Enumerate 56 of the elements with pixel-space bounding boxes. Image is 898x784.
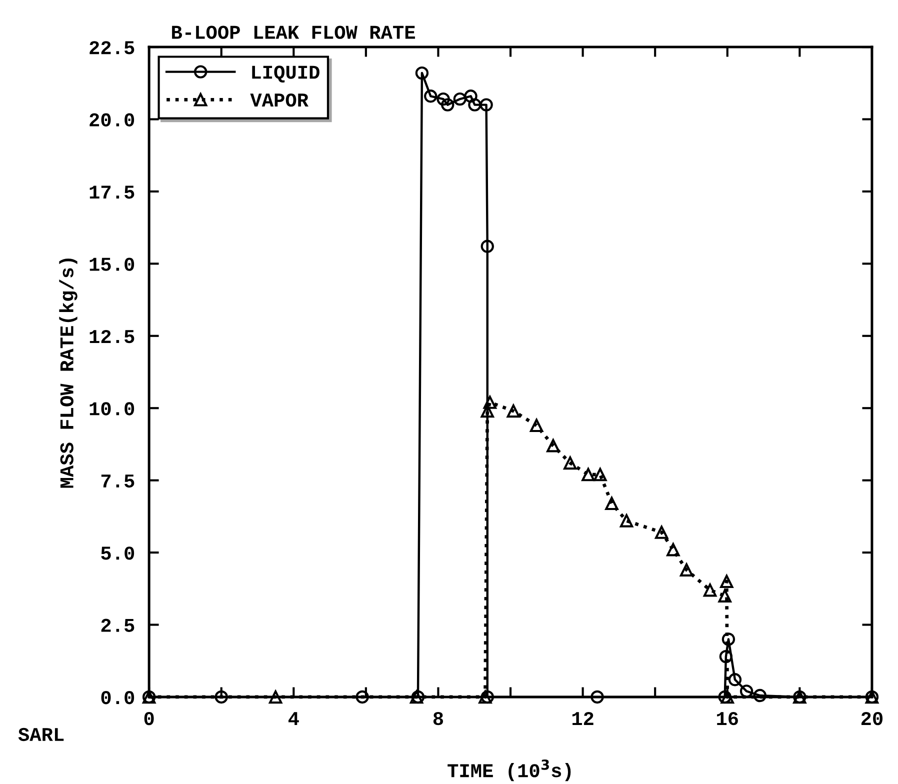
point <box>720 574 734 588</box>
point <box>268 690 282 704</box>
point <box>703 583 717 597</box>
point <box>468 98 482 112</box>
x-tick-label: 4 <box>288 712 299 725</box>
point <box>480 240 494 253</box>
y-tick-label: 12.5 <box>90 330 134 344</box>
point <box>582 468 595 482</box>
point <box>719 650 733 664</box>
y-tick-label: 15.0 <box>90 258 134 271</box>
point <box>546 439 560 452</box>
point <box>424 90 438 103</box>
x-tick-label: 8 <box>433 712 444 726</box>
y-tick-label: 10.0 <box>90 402 134 416</box>
point <box>605 496 618 510</box>
point <box>718 589 732 602</box>
y-tick-label: 5.0 <box>101 546 134 560</box>
x-tick-label: 12 <box>572 712 594 725</box>
point <box>728 673 742 686</box>
legend-label: LIQUID <box>252 66 320 82</box>
point <box>753 688 767 702</box>
y-tick-label: 17.5 <box>90 186 134 199</box>
point <box>415 66 429 80</box>
y-tick-label: 7.5 <box>101 474 134 488</box>
point <box>530 418 544 432</box>
point <box>436 92 450 106</box>
point <box>722 632 736 646</box>
y-tick-label: 2.5 <box>101 618 134 632</box>
y-tick-label: 20.0 <box>90 113 134 126</box>
point <box>480 98 493 112</box>
text: SARL <box>18 728 64 742</box>
point <box>356 690 369 704</box>
x-tick-label: 20 <box>861 712 883 726</box>
point <box>214 690 228 704</box>
point <box>620 514 634 528</box>
point <box>594 468 607 482</box>
y-tick-label: 22.5 <box>90 41 134 54</box>
point <box>666 543 680 556</box>
point <box>464 90 478 103</box>
point <box>590 690 604 704</box>
point <box>441 98 454 112</box>
point <box>740 684 754 698</box>
point <box>564 456 577 470</box>
x-axis-title: TIME (10$^{3}$s) <box>448 760 571 782</box>
y-tick-label: 0.0 <box>101 691 134 704</box>
legend-label: VAPOR <box>250 93 308 107</box>
point <box>480 404 494 418</box>
x-tick-label: 0 <box>144 712 154 726</box>
point <box>483 396 497 409</box>
point <box>654 526 668 539</box>
x-tick-label: 16 <box>717 712 738 726</box>
point <box>506 404 520 418</box>
point <box>453 92 467 106</box>
chart-title: B-LOOP LEAK FLOW RATE <box>172 26 416 39</box>
y-axis-title: MASS FLOW RATE(kg/s) <box>59 258 78 488</box>
point <box>680 563 694 576</box>
